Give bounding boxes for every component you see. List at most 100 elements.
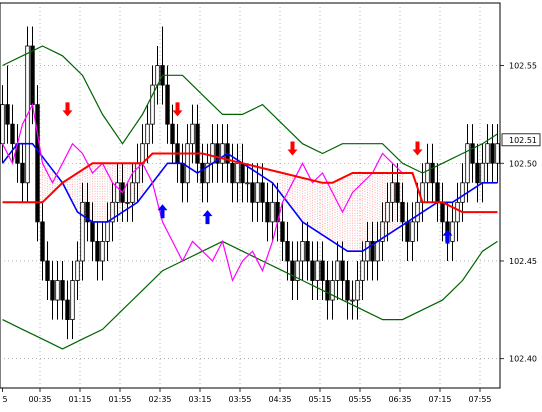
candle-down: [180, 162, 185, 184]
candle-up: [210, 143, 215, 164]
candle-down: [5, 104, 10, 125]
candle-up: [465, 143, 470, 184]
x-tick-label: 02:35: [148, 395, 171, 404]
candle-up: [460, 182, 465, 203]
candle-up: [350, 299, 355, 302]
candle-down: [320, 260, 325, 281]
candle-up: [0, 104, 5, 145]
candle-down: [250, 182, 255, 203]
candle-up: [185, 143, 190, 184]
candle-up: [295, 260, 300, 281]
y-tick-label: 102.40: [509, 355, 537, 364]
candle-up: [190, 123, 195, 145]
candle-up: [130, 182, 135, 203]
candle-down: [85, 201, 90, 223]
current-price-label: 102.51: [509, 136, 537, 145]
candle-down: [20, 162, 25, 184]
candle-up: [80, 201, 85, 262]
candle-down: [215, 143, 220, 164]
candle-down: [95, 241, 100, 262]
candle-up: [145, 123, 150, 145]
buy-arrow-icon: [202, 210, 213, 225]
candle-down: [340, 260, 345, 281]
candle-up: [480, 162, 485, 184]
candle-down: [405, 221, 410, 242]
candle-up: [390, 182, 395, 203]
moving-average-line: [1, 142, 498, 252]
candle-down: [50, 280, 55, 301]
oscillator-line: [1, 102, 403, 283]
sell-arrow-icon: [172, 102, 183, 117]
sell-arrow-icon: [412, 141, 423, 156]
candle-down: [230, 162, 235, 184]
sell-arrow-icon: [62, 102, 73, 117]
candle-down: [40, 221, 45, 262]
buy-arrow-icon: [157, 204, 168, 219]
candle-down: [35, 104, 40, 223]
candle-up: [75, 260, 80, 281]
candle-up: [270, 201, 275, 223]
candle-down: [310, 260, 315, 281]
candle-down: [475, 162, 480, 184]
candle-up: [150, 84, 155, 125]
candle-down: [305, 241, 310, 262]
candle-down: [280, 221, 285, 242]
x-tick-label: 07:15: [428, 395, 451, 404]
x-tick-label: 00:35: [28, 395, 51, 404]
candle-down: [240, 162, 245, 184]
candle-down: [490, 143, 495, 164]
candle-down: [370, 241, 375, 262]
candle-down: [10, 123, 15, 145]
candle-up: [450, 221, 455, 242]
candle-down: [65, 299, 70, 320]
candle-down: [345, 280, 350, 301]
candle-up: [360, 260, 365, 281]
x-tick-label: 01:55: [108, 395, 131, 404]
candle-down: [285, 241, 290, 262]
buy-arrow-icon: [442, 229, 453, 244]
candle-up: [110, 201, 115, 223]
trend-line: [2, 152, 498, 214]
candle-up: [380, 221, 385, 242]
candle-up: [365, 241, 370, 262]
current-price-box: [501, 133, 541, 147]
candle-up: [455, 201, 460, 223]
candle-up: [355, 280, 360, 301]
x-tick-label: 01:15: [68, 395, 91, 404]
candle-up: [485, 143, 490, 164]
candle-up: [425, 162, 430, 184]
bollinger-lower-line: [2, 240, 498, 350]
candle-down: [430, 162, 435, 184]
candle-down: [170, 123, 175, 145]
candle-down: [265, 201, 270, 223]
candle-up: [335, 260, 340, 281]
candle-down: [470, 143, 475, 164]
candle-up: [315, 260, 320, 281]
x-tick-label: 06:35: [388, 395, 411, 404]
candle-up: [415, 201, 420, 223]
bollinger-upper-line: [2, 45, 498, 174]
candle-down: [165, 84, 170, 125]
x-tick-label: 04:35: [268, 395, 291, 404]
candle-down: [260, 182, 265, 203]
candle-up: [410, 221, 415, 242]
candle-down: [290, 260, 295, 281]
candle-up: [140, 143, 145, 164]
candle-down: [435, 182, 440, 203]
x-tick-label: 05:55: [348, 395, 371, 404]
candle-down: [195, 123, 200, 164]
candle-up: [245, 182, 250, 185]
y-tick-label: 102.45: [509, 257, 537, 266]
candle-up: [205, 162, 210, 184]
sell-arrow-icon: [287, 141, 298, 156]
candle-up: [105, 221, 110, 242]
candle-down: [395, 182, 400, 203]
x-tick-label: 07:55: [468, 395, 491, 404]
x-tick-label: 03:55: [228, 395, 251, 404]
y-tick-label: 102.50: [509, 159, 537, 168]
candle-up: [255, 182, 260, 203]
candle-down: [200, 162, 205, 184]
candle-up: [100, 241, 105, 262]
